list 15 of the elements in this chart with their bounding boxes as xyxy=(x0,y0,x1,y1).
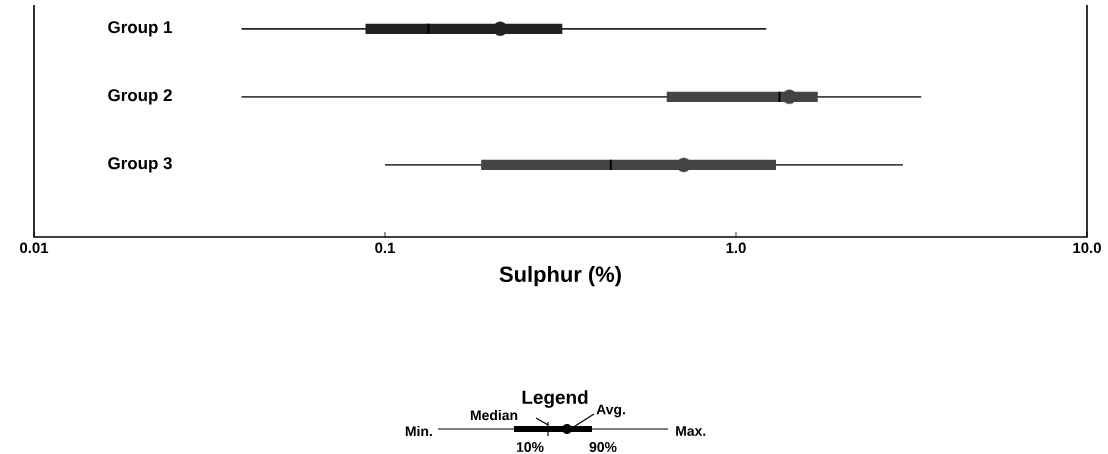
x-tick-label: 0.01 xyxy=(20,242,49,254)
text: Max. xyxy=(676,426,706,436)
text: Min. xyxy=(405,425,432,437)
y-tick-label: Group 3 xyxy=(108,157,172,173)
text: Avg. xyxy=(596,404,625,418)
x-tick-label: 10.0 xyxy=(1073,242,1101,254)
x-tick-label: 0.1 xyxy=(375,242,395,254)
text: 90% xyxy=(589,442,617,452)
legend-title: Legend xyxy=(522,390,588,408)
x-axis-title: Sulphur (%) xyxy=(499,265,621,287)
text: 10% xyxy=(516,442,544,452)
text: Median xyxy=(470,409,518,421)
y-tick-label: Group 1 xyxy=(108,21,172,37)
y-tick-label: Group 2 xyxy=(108,89,172,105)
x-tick-label: 1.0 xyxy=(726,242,746,254)
